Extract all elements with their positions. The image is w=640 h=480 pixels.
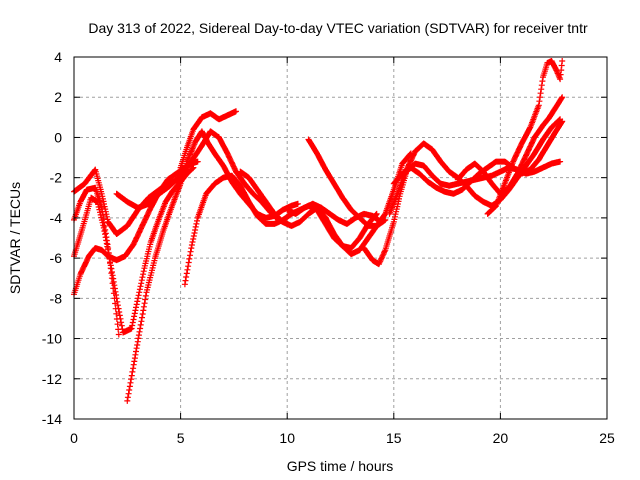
- series-markers: [390, 118, 566, 197]
- series-markers: [237, 168, 389, 258]
- tick-layer: 0 5 10 15 20 25 -14 -12 -10 -8 -6 -4 -2 0 2 4: [42, 49, 615, 446]
- series-markers: [484, 58, 566, 217]
- y-tick-label: -2: [50, 170, 63, 186]
- series-arc-11: [305, 136, 414, 229]
- x-tick-label: 15: [386, 430, 402, 446]
- y-tick-label: -6: [50, 250, 63, 266]
- series-markers: [181, 172, 380, 288]
- series-arc-5: [124, 128, 301, 404]
- x-tick-label: 10: [279, 430, 295, 446]
- series-arc-9: [237, 168, 389, 258]
- data-layer: [71, 58, 566, 404]
- y-tick-label: 2: [54, 89, 62, 105]
- y-tick-label: -4: [50, 210, 63, 226]
- x-tick-label: 5: [177, 430, 185, 446]
- series-arc-16: [484, 58, 566, 217]
- series-markers: [177, 108, 239, 171]
- x-tick-label: 25: [599, 430, 615, 446]
- series-markers: [305, 136, 414, 229]
- grid-layer: [74, 57, 607, 419]
- series-arc-8: [181, 172, 380, 288]
- chart-title: Day 313 of 2022, Sidereal Day-to-day VTE…: [88, 20, 588, 36]
- x-tick-label: 0: [70, 430, 78, 446]
- y-axis-label: SDTVAR / TECUs: [7, 182, 23, 294]
- series-arc-7: [113, 128, 291, 227]
- y-tick-label: 4: [54, 49, 62, 65]
- y-tick-label: 0: [54, 129, 62, 145]
- x-tick-label: 20: [493, 430, 509, 446]
- series-arc-14: [390, 118, 566, 197]
- y-tick-label: -14: [42, 411, 62, 427]
- x-axis-label: GPS time / hours: [287, 458, 394, 474]
- plot-frame: [73, 56, 608, 420]
- series-arc-6: [177, 108, 239, 171]
- series-markers: [124, 128, 301, 404]
- y-tick-label: -8: [50, 290, 63, 306]
- series-markers: [113, 128, 291, 227]
- y-tick-label: -12: [42, 371, 62, 387]
- y-tick-label: -10: [42, 331, 62, 347]
